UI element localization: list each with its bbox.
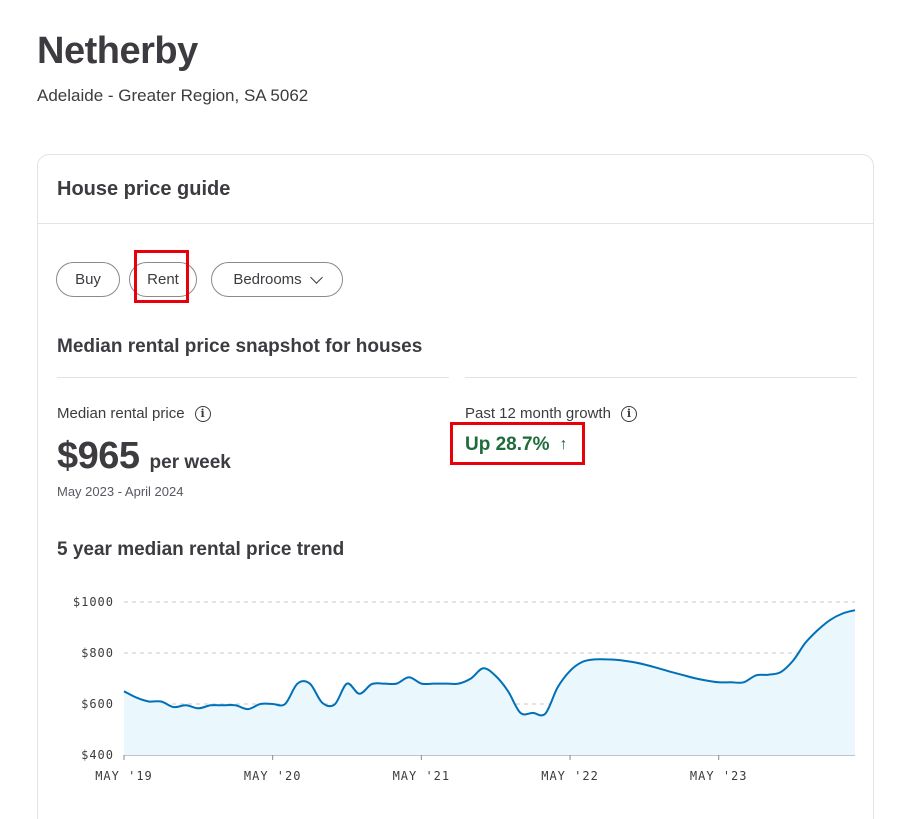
growth-label: Past 12 month growth i: [465, 405, 637, 422]
x-tick-label: MAY '22: [541, 769, 599, 783]
bedrooms-dropdown[interactable]: Bedrooms: [211, 262, 343, 297]
suburb-title: Netherby: [37, 30, 198, 72]
trend-title: 5 year median rental price trend: [57, 539, 345, 560]
growth-label-text: Past 12 month growth: [465, 405, 611, 422]
info-icon[interactable]: i: [194, 405, 211, 422]
y-tick-label: $1000: [73, 595, 114, 609]
snapshot-title: Median rental price snapshot for houses: [57, 336, 423, 357]
suburb-region: Adelaide - Greater Region, SA 5062: [37, 86, 309, 105]
median-label-text: Median rental price: [57, 405, 185, 422]
rent-highlight-box: [134, 250, 189, 303]
snapshot-rule-left: [57, 377, 449, 378]
x-tick-label: MAY '19: [95, 769, 153, 783]
median-price-row: $965 per week: [57, 435, 231, 478]
x-tick-label: MAY '23: [690, 769, 748, 783]
trend-line: [123, 609, 856, 717]
y-tick-label: $600: [81, 697, 114, 711]
median-price-unit: per week: [149, 452, 231, 473]
x-tick-label: MAY '20: [244, 769, 302, 783]
buy-toggle-button[interactable]: Buy: [56, 262, 120, 297]
median-price-period: May 2023 - April 2024: [57, 484, 184, 499]
snapshot-rule-right: [465, 377, 857, 378]
growth-highlight-box: [450, 422, 585, 465]
rent-toggle-button[interactable]: Rent: [129, 262, 197, 297]
growth-value-text: Up 28.7%: [465, 434, 550, 455]
median-rental-price-label: Median rental price i: [57, 405, 211, 422]
y-tick-label: $400: [81, 748, 114, 762]
info-icon[interactable]: i: [620, 405, 637, 422]
bedrooms-dropdown-label: Bedrooms: [233, 271, 302, 288]
x-tick-label: MAY '21: [393, 769, 451, 783]
trend-area-fill: [124, 610, 855, 755]
card-title: House price guide: [57, 178, 231, 200]
arrow-up-icon: ↑: [559, 436, 568, 453]
y-tick-label: $800: [81, 646, 114, 660]
growth-value: Up 28.7% ↑: [465, 434, 567, 456]
median-price-value: $965: [57, 435, 140, 477]
card-divider: [38, 223, 873, 224]
